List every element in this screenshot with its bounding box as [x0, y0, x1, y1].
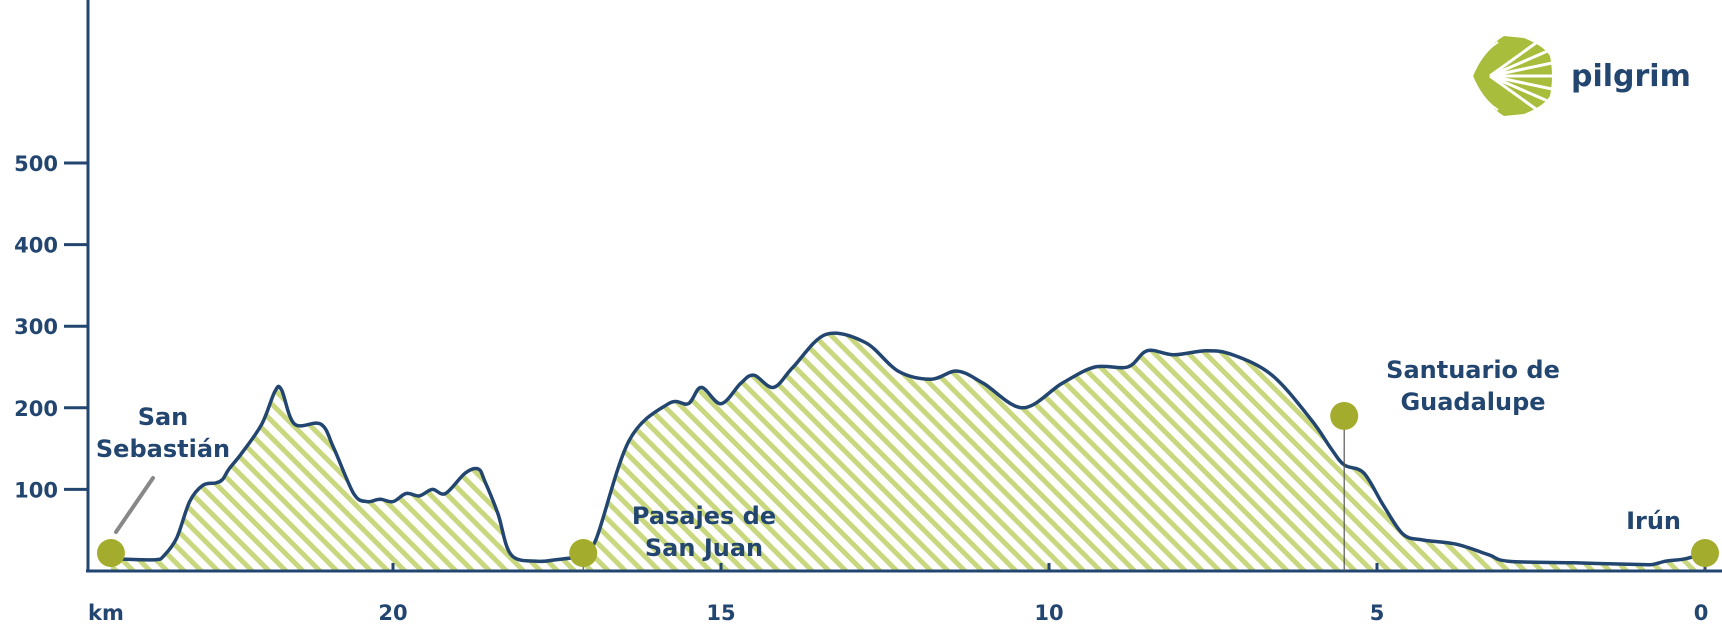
- place-label: Pasajes de: [632, 502, 776, 530]
- y-tick-label: 300: [14, 315, 58, 339]
- place-santuario-de-guadalupe: Santuario de Guadalupe: [1330, 356, 1560, 571]
- place-marker: [1691, 539, 1719, 568]
- place-marker: [569, 539, 598, 568]
- place-pasajes-de-san-juan: Pasajes de San Juan: [569, 502, 776, 571]
- place-marker: [1330, 401, 1359, 430]
- pilgrim-logo: pilgrim: [1471, 36, 1691, 116]
- place-label: Guadalupe: [1400, 388, 1545, 416]
- scallop-shell-icon: [1471, 36, 1553, 116]
- y-tick-label: 100: [14, 478, 58, 502]
- logo-text: pilgrim: [1571, 59, 1691, 94]
- place-ir-n: Irún: [1626, 507, 1719, 571]
- place-label: San: [138, 403, 189, 431]
- place-connector-line: [114, 476, 155, 534]
- x-tick-label: 15: [706, 601, 735, 625]
- y-tick-label: 500: [14, 152, 58, 176]
- x-tick-label: 5: [1370, 601, 1385, 625]
- place-marker: [96, 539, 125, 568]
- y-tick-label: 200: [14, 397, 58, 421]
- place-label: Sebastián: [96, 435, 230, 463]
- x-tick-label: 10: [1034, 601, 1063, 625]
- x-axis-label: km: [88, 601, 124, 625]
- place-san-sebasti-n: San Sebastián: [96, 403, 230, 568]
- place-label: Santuario de: [1386, 356, 1560, 384]
- place-label: Irún: [1626, 507, 1681, 535]
- x-tick-label: 20: [378, 601, 407, 625]
- y-tick-label: 400: [14, 234, 58, 258]
- x-tick-label: 0: [1694, 601, 1709, 625]
- elevation-area-fill: [110, 333, 1705, 571]
- place-label: San Juan: [645, 534, 763, 562]
- elevation-profile-line: [110, 331, 1706, 567]
